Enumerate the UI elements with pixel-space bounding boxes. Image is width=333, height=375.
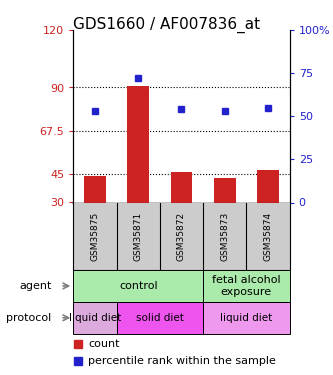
Text: GSM35872: GSM35872 <box>177 211 186 261</box>
Text: GSM35874: GSM35874 <box>263 211 273 261</box>
Text: GSM35873: GSM35873 <box>220 211 229 261</box>
Text: GDS1660 / AF007836_at: GDS1660 / AF007836_at <box>73 17 260 33</box>
Text: liquid diet: liquid diet <box>69 313 121 323</box>
Text: percentile rank within the sample: percentile rank within the sample <box>89 356 276 366</box>
Bar <box>117 302 203 334</box>
Text: protocol: protocol <box>6 313 52 323</box>
Bar <box>214 178 236 203</box>
Text: solid diet: solid diet <box>136 313 184 323</box>
Text: control: control <box>119 281 158 291</box>
Text: fetal alcohol
exposure: fetal alcohol exposure <box>212 275 281 297</box>
Bar <box>127 86 149 202</box>
Bar <box>257 170 279 202</box>
Bar <box>84 176 106 202</box>
Text: GSM35871: GSM35871 <box>134 211 143 261</box>
Bar <box>73 270 203 302</box>
Bar <box>73 302 117 334</box>
Text: agent: agent <box>19 281 52 291</box>
Text: GSM35875: GSM35875 <box>90 211 100 261</box>
Bar <box>203 270 290 302</box>
Bar <box>170 172 192 202</box>
Text: count: count <box>89 339 120 349</box>
Text: liquid diet: liquid diet <box>220 313 272 323</box>
Bar <box>203 302 290 334</box>
